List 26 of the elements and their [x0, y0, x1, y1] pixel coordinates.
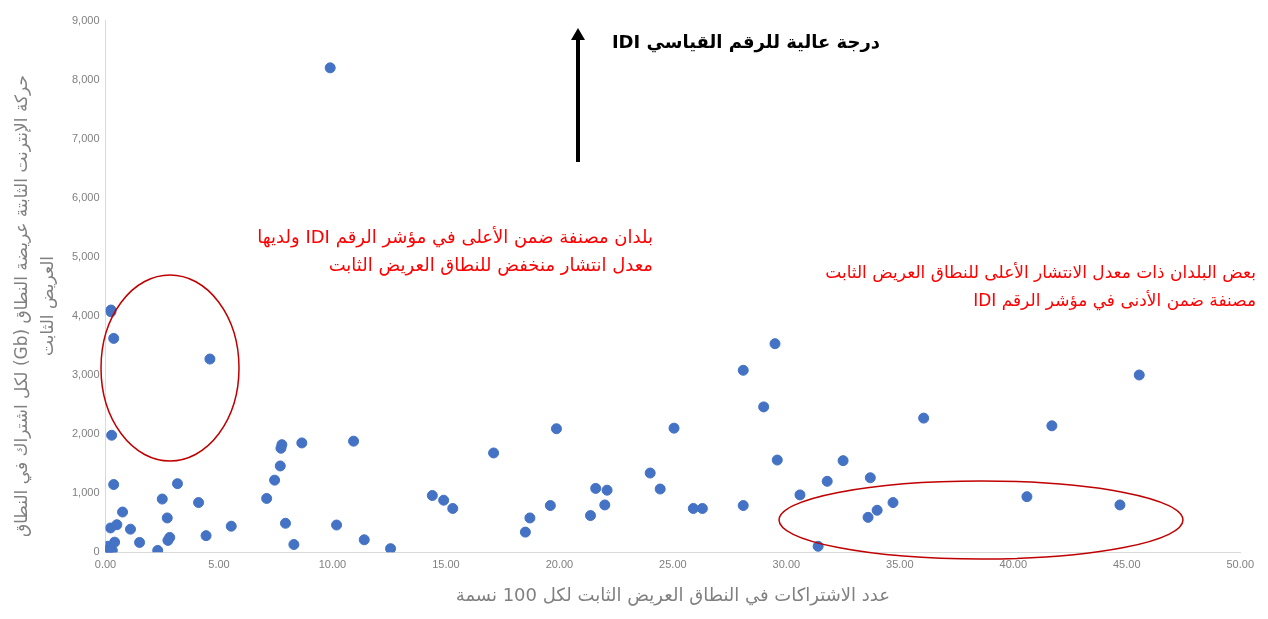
annotation: درجة عالية للرقم القياسي IDI — [610, 30, 880, 55]
annotation: بلدان مصنفة ضمن الأعلى في مؤشر الرقم IDI ولديها معدل انتشار منخفض للنطاق العريض الثابت — [256, 225, 653, 278]
x-tick-label: 15.00 — [432, 557, 460, 570]
x-tick-label: 5.00 — [208, 557, 230, 570]
x-tick-label: 20.00 — [545, 557, 574, 570]
y-tick-label: 8,000 — [72, 72, 100, 85]
y-tick-label: 6,000 — [72, 190, 100, 203]
y-tick-label: 2,000 — [72, 427, 100, 440]
x-axis-title: عدد الاشتراكات في النطاق العريض الثابت لكل 100 نسمة — [455, 583, 890, 606]
y-tick-label: 3,000 — [72, 368, 100, 381]
y-tick-label: 7,000 — [72, 131, 100, 144]
annotation: بعض البلدان ذات معدل الانتشار الأعلى للنطاق العريض الثابت مصنفة ضمن الأدنى في مؤشر الرقم IDI — [824, 261, 1256, 313]
x-tick-label: 10.00 — [318, 557, 347, 570]
x-tick-label: 35.00 — [886, 557, 914, 570]
y-axis-title: حركة الإنترنت الثابتة عريضة النطاق (Gb) لكل اشتراك في النطاق العريض الثابت — [10, 74, 58, 539]
x-tick-label: 45.00 — [1113, 557, 1141, 570]
x-tick-label: 40.00 — [999, 557, 1028, 570]
x-tick-label: 30.00 — [772, 557, 801, 570]
y-tick-label: 9,000 — [72, 13, 100, 26]
y-tick-label: 4,000 — [72, 308, 100, 321]
y-tick-label: 5,000 — [72, 249, 100, 262]
y-tick-label: 1,000 — [72, 486, 100, 499]
x-tick-label: 25.00 — [659, 557, 687, 570]
x-tick-label: 50.00 — [1226, 557, 1254, 570]
y-tick-label: 0 — [93, 545, 100, 558]
x-tick-label: 0.00 — [94, 557, 117, 570]
